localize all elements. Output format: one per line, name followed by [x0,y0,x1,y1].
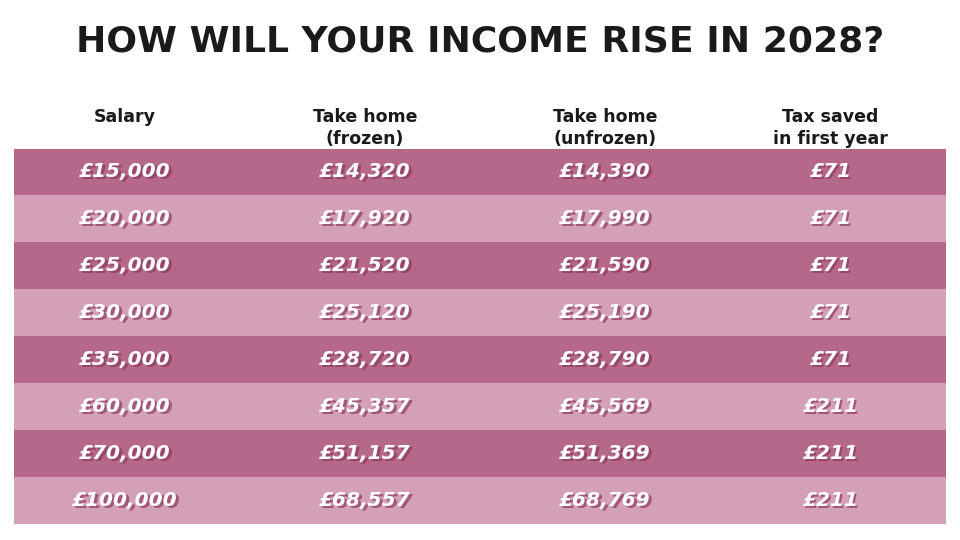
Text: £71: £71 [812,352,854,371]
Text: £28,720: £28,720 [322,352,414,371]
Text: £28,720: £28,720 [319,350,411,369]
Text: £21,590: £21,590 [562,258,654,277]
Text: £35,000: £35,000 [79,350,171,369]
Text: £20,000: £20,000 [82,211,174,230]
Text: £30,000: £30,000 [82,305,174,324]
Text: £100,000: £100,000 [75,493,180,512]
Text: £211: £211 [803,444,858,463]
Text: Take home
(frozen): Take home (frozen) [313,108,417,147]
Text: £17,920: £17,920 [319,210,411,228]
Text: £25,120: £25,120 [322,305,414,324]
Text: £45,357: £45,357 [322,399,414,418]
Text: £70,000: £70,000 [82,446,174,465]
Text: Tax saved
in first year: Tax saved in first year [773,108,888,147]
Text: £28,790: £28,790 [562,352,654,371]
Text: £68,769: £68,769 [562,493,654,512]
Bar [14,477,946,524]
Text: £211: £211 [803,397,858,416]
Text: £211: £211 [805,493,861,512]
Bar [14,148,946,195]
Text: £71: £71 [812,164,854,183]
Bar [14,336,946,383]
Bar [14,430,946,477]
Text: £51,369: £51,369 [562,446,654,465]
Text: £68,769: £68,769 [559,491,651,510]
Text: £60,000: £60,000 [82,399,174,418]
Bar [14,242,946,289]
Text: £100,000: £100,000 [72,491,178,510]
Text: HOW WILL YOUR INCOME RISE IN 2028?: HOW WILL YOUR INCOME RISE IN 2028? [76,24,884,58]
Text: £21,590: £21,590 [559,256,651,275]
Text: £45,357: £45,357 [319,397,411,416]
Text: £14,390: £14,390 [562,164,654,183]
Text: £68,557: £68,557 [322,493,414,512]
Text: £14,320: £14,320 [319,163,411,181]
Text: Take home
(unfrozen): Take home (unfrozen) [553,108,657,147]
Text: £71: £71 [812,258,854,277]
Text: £25,000: £25,000 [79,256,171,275]
Text: £211: £211 [805,399,861,418]
Text: £70,000: £70,000 [79,444,171,463]
Text: £21,520: £21,520 [322,258,414,277]
Text: £51,157: £51,157 [322,446,414,465]
Bar [14,383,946,430]
Text: £25,120: £25,120 [319,303,411,322]
Text: £71: £71 [809,256,852,275]
Text: £15,000: £15,000 [79,163,171,181]
Text: £17,920: £17,920 [322,211,414,230]
Text: £51,157: £51,157 [319,444,411,463]
Text: £14,390: £14,390 [559,163,651,181]
Text: £45,569: £45,569 [562,399,654,418]
Text: £71: £71 [812,305,854,324]
Text: £71: £71 [809,350,852,369]
Text: £51,369: £51,369 [559,444,651,463]
Text: £211: £211 [805,446,861,465]
Text: £71: £71 [809,163,852,181]
Text: £17,990: £17,990 [562,211,654,230]
Text: Salary: Salary [94,108,156,126]
Bar [14,195,946,242]
Text: £71: £71 [812,211,854,230]
Text: £30,000: £30,000 [79,303,171,322]
Text: £25,190: £25,190 [562,305,654,324]
Text: £20,000: £20,000 [79,210,171,228]
Text: £71: £71 [809,210,852,228]
Text: £45,569: £45,569 [559,397,651,416]
Text: £21,520: £21,520 [319,256,411,275]
Bar [14,289,946,336]
Text: £211: £211 [803,491,858,510]
Text: £68,557: £68,557 [319,491,411,510]
Text: £17,990: £17,990 [559,210,651,228]
Text: £60,000: £60,000 [79,397,171,416]
Text: £15,000: £15,000 [82,164,174,183]
Text: £71: £71 [809,303,852,322]
Text: £14,320: £14,320 [322,164,414,183]
Text: £25,000: £25,000 [82,258,174,277]
Text: £28,790: £28,790 [559,350,651,369]
Text: £25,190: £25,190 [559,303,651,322]
Text: £35,000: £35,000 [82,352,174,371]
